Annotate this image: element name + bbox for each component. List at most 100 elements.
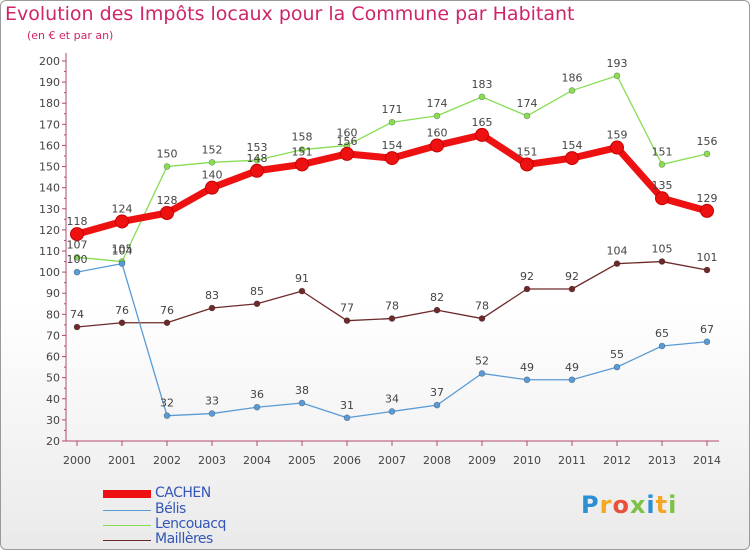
data-labels-layer: 107 105 150 152 153 158 160 171 174 183 174 186 193 1… <box>67 57 718 412</box>
data-label-cachen: 159 <box>607 129 628 142</box>
data-point-mailleres <box>73 323 81 331</box>
legend-swatch-lencouacq <box>103 525 151 526</box>
data-label-cachen: 154 <box>562 139 583 152</box>
data-point-lencouacq <box>433 112 441 120</box>
y-tick-label: 40 <box>46 393 60 406</box>
series-layer <box>70 72 714 422</box>
data-label-cachen: 135 <box>652 179 673 192</box>
data-point-mailleres <box>343 317 351 324</box>
data-point-mailleres <box>163 319 171 327</box>
data-point-cachen <box>70 227 84 242</box>
x-tick-label: 2011 <box>558 454 586 467</box>
data-point-cachen <box>520 157 534 172</box>
data-label-belis: 38 <box>295 384 309 397</box>
data-label-belis: 37 <box>430 386 444 399</box>
data-point-belis <box>658 342 666 350</box>
data-point-cachen <box>475 127 489 142</box>
y-tick-label: 200 <box>39 55 60 68</box>
data-point-mailleres <box>298 287 306 295</box>
data-point-mailleres <box>118 319 126 327</box>
y-tick-label: 30 <box>46 414 60 427</box>
data-label-mailleres: 82 <box>430 291 444 304</box>
data-point-mailleres <box>568 285 576 293</box>
axes: 20 30 40 50 60 70 80 90 100 110 120 130 140 150 160 170… <box>39 53 721 467</box>
data-point-belis <box>613 363 621 371</box>
x-tick-label: 2008 <box>423 454 451 467</box>
data-point-mailleres <box>388 315 396 322</box>
data-point-cachen <box>295 157 309 172</box>
data-point-belis <box>478 370 486 377</box>
data-label-cachen: 151 <box>292 145 313 158</box>
data-label-lencouacq: 152 <box>202 143 223 156</box>
y-tick-label: 20 <box>46 435 60 448</box>
y-tick-label: 100 <box>39 266 60 279</box>
logo-letter: P <box>581 491 600 519</box>
y-tick-label: 160 <box>39 139 60 152</box>
data-label-lencouacq: 160 <box>337 126 358 139</box>
data-point-lencouacq <box>208 159 216 166</box>
legend-swatch-cachen <box>103 490 151 498</box>
x-tick-label: 2010 <box>513 454 541 467</box>
data-point-lencouacq <box>388 118 396 126</box>
y-tick-label: 60 <box>46 351 60 364</box>
data-label-cachen: 124 <box>112 202 133 215</box>
data-point-cachen <box>340 146 354 161</box>
y-tick-label: 90 <box>46 287 60 300</box>
data-label-mailleres: 83 <box>205 289 219 302</box>
data-point-cachen <box>655 191 669 206</box>
data-label-mailleres: 92 <box>565 270 579 283</box>
y-tick-label: 80 <box>46 308 60 321</box>
data-label-belis: 100 <box>67 253 88 266</box>
x-tick-label: 2004 <box>243 454 271 467</box>
data-label-lencouacq: 105 <box>112 243 133 256</box>
logo-letter: r <box>599 491 613 519</box>
data-point-mailleres <box>253 300 261 308</box>
data-label-lencouacq: 174 <box>427 97 448 110</box>
x-tick-label: 2007 <box>378 454 406 467</box>
data-label-cachen: 160 <box>427 126 448 139</box>
data-label-belis: 67 <box>700 323 714 336</box>
data-label-mailleres: 78 <box>475 300 489 313</box>
data-label-mailleres: 104 <box>607 245 628 258</box>
data-point-mailleres <box>478 315 486 322</box>
data-label-cachen: 129 <box>697 192 718 205</box>
x-tick-label: 2003 <box>198 454 226 467</box>
y-tick-label: 150 <box>39 161 60 174</box>
data-point-lencouacq <box>568 87 576 94</box>
legend-label-belis: Bélis <box>155 501 186 517</box>
proxiti-logo: Proxiti <box>581 491 677 519</box>
legend-label-lencouacq: Lencouacq <box>155 516 226 532</box>
data-point-lencouacq <box>73 254 81 261</box>
x-tick-label: 2012 <box>603 454 631 467</box>
data-point-cachen <box>700 203 714 218</box>
logo-letter: i <box>668 491 678 519</box>
data-label-belis: 49 <box>565 361 579 374</box>
data-point-lencouacq <box>523 112 531 120</box>
data-point-belis <box>253 403 261 411</box>
data-label-mailleres: 76 <box>160 304 174 317</box>
data-label-belis: 31 <box>340 399 354 412</box>
data-point-lencouacq <box>298 146 306 153</box>
chart-subtitle: (en € et par an) <box>27 29 114 42</box>
x-tick-label: 2013 <box>648 454 676 467</box>
data-point-mailleres <box>703 266 711 274</box>
data-label-mailleres: 74 <box>70 308 84 321</box>
data-label-mailleres: 78 <box>385 300 399 313</box>
data-point-mailleres <box>613 260 621 267</box>
data-point-belis <box>208 410 216 417</box>
data-label-lencouacq: 193 <box>607 57 628 70</box>
legend-swatch-belis <box>103 510 151 511</box>
data-point-belis <box>433 401 441 409</box>
data-label-cachen: 148 <box>247 152 268 165</box>
data-label-belis: 65 <box>655 327 669 340</box>
data-label-belis: 52 <box>475 354 489 367</box>
data-label-mailleres: 85 <box>250 285 264 298</box>
y-tick-label: 140 <box>39 182 60 195</box>
data-point-belis <box>523 376 531 384</box>
data-point-cachen <box>565 151 579 166</box>
y-tick-label: 120 <box>39 224 60 237</box>
data-point-belis <box>73 268 81 276</box>
data-point-lencouacq <box>703 150 711 158</box>
data-point-cachen <box>385 151 399 166</box>
